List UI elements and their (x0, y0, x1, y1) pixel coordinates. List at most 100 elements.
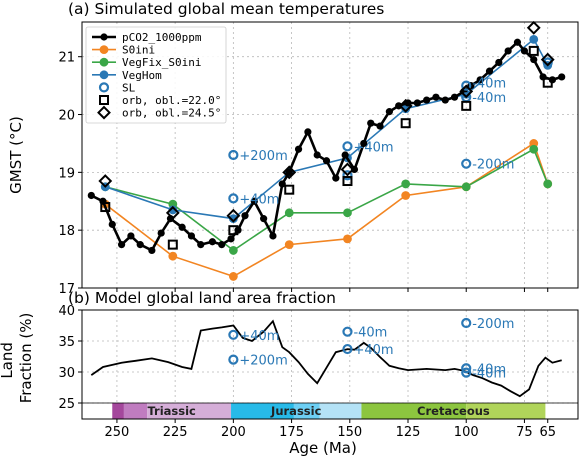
x-axis-label: Age (Ma) (289, 439, 357, 457)
data-point-6 (461, 182, 471, 192)
land-fraction-line (90, 319, 562, 398)
data-point-1 (167, 239, 178, 250)
annotation-label: -40m (472, 362, 506, 377)
sl-point-1 (228, 354, 239, 365)
sl-point-3 (342, 343, 353, 355)
period-bar (112, 403, 124, 419)
sl-point-0 (228, 329, 239, 340)
data-point-23 (304, 128, 312, 136)
legend-box (85, 26, 227, 124)
annotation-label: +40m (353, 140, 393, 155)
data-point-2 (226, 208, 241, 223)
data-point-1 (168, 205, 178, 215)
legend-label: S0ini (122, 44, 155, 57)
annotation-label: +40m (239, 192, 279, 207)
legend-label: pCO2_1000ppm (122, 31, 202, 44)
annotation-label: -40m (472, 77, 506, 92)
legend-item: VegFix_S0ini (92, 56, 201, 69)
annotation-label: -40m (472, 367, 506, 382)
series-pco2-1000ppm (87, 38, 566, 255)
x-tick-label: 200 (221, 425, 246, 440)
legend-item: orb, obl.=24.5° (97, 105, 221, 120)
legend-item: VegHom (92, 69, 162, 82)
series-sl (228, 57, 553, 204)
panel-a-title: (a) Simulated global mean temperatures (68, 0, 384, 18)
data-point-19 (269, 232, 277, 240)
data-point-31 (376, 122, 384, 130)
period-bar (147, 403, 232, 419)
annotation-label: +40m (353, 343, 393, 358)
data-point-10 (187, 232, 196, 240)
data-point-33 (395, 102, 403, 110)
data-point-4 (461, 158, 472, 169)
data-point-4 (343, 234, 352, 244)
panel-a-ylabel: GMST (°C) (7, 116, 25, 194)
data-point-35 (413, 99, 421, 107)
x-tick-label: 125 (396, 425, 421, 440)
panel-b-ytick-label: 35 (58, 335, 75, 350)
panel-b-ylabel-line1: Land (0, 342, 16, 379)
series-orb-obl-22-0- (100, 45, 553, 250)
period-bar (123, 403, 148, 419)
series-line (90, 40, 563, 253)
legend-item: pCO2_1000ppm (92, 31, 202, 44)
data-point-0 (100, 202, 111, 213)
period-label: Cretaceous (417, 404, 490, 418)
panel-a-ytick-label: 21 (58, 51, 75, 66)
data-point-18 (260, 215, 268, 223)
data-point-0 (98, 174, 113, 188)
data-point-32 (385, 108, 393, 116)
data-point-42 (476, 76, 484, 84)
data-point-5 (400, 118, 411, 129)
data-point-27 (341, 151, 349, 159)
data-point-5 (461, 80, 472, 91)
panel-b-ytick-label: 40 (58, 304, 75, 319)
data-point-21 (285, 168, 293, 176)
data-point-22 (294, 145, 303, 153)
data-point-4 (127, 232, 135, 240)
panel-a: 17 18 19 20 21 +200m +40m +40m -200m -40m-40m pCO2… (58, 20, 579, 297)
data-point-45 (504, 47, 512, 55)
legend-item: SL (98, 81, 136, 94)
panel-a-ytick-label: 18 (58, 224, 75, 239)
legend-marker-0 (99, 45, 109, 54)
data-point-26 (332, 174, 340, 182)
x-tick-label: 250 (105, 425, 130, 440)
data-point-29 (360, 139, 368, 148)
data-point-30 (367, 119, 375, 127)
data-point-8 (543, 179, 553, 189)
data-point-2 (228, 225, 239, 236)
data-point-3 (284, 240, 294, 250)
data-point-24 (313, 151, 321, 159)
data-point-2 (342, 141, 353, 152)
data-point-5 (398, 98, 413, 113)
data-point-2 (228, 246, 238, 255)
panel-b: 25 30 35 40 250 225 200 175 150 125 100 75 65 Triassi… (58, 304, 579, 440)
x-tick-label: 75 (516, 425, 533, 440)
panel-b-ylabel: Land Fraction (%) (0, 313, 35, 404)
data-point-5 (401, 191, 411, 200)
data-point-8 (542, 77, 553, 88)
annotation-label: +40m (239, 329, 279, 344)
panel-a-ytick-label: 17 (58, 282, 75, 297)
data-point-4 (342, 176, 353, 187)
sl-point-4 (461, 317, 472, 329)
annotation-label: -40m (353, 326, 387, 341)
legend-marker-0 (100, 33, 108, 41)
data-point-7 (526, 20, 541, 35)
sl-point-5 (461, 363, 472, 374)
period-bar (293, 403, 320, 419)
legend-label: SL (122, 81, 136, 94)
period-label: Jurassic (270, 404, 322, 418)
data-point-48 (530, 55, 538, 64)
data-point-25 (322, 157, 331, 165)
data-point-20 (278, 180, 286, 188)
data-point-2 (228, 272, 238, 281)
sl-point-6 (461, 367, 472, 378)
legend-marker-0 (97, 105, 111, 120)
data-point-4 (340, 162, 355, 177)
data-point-2 (228, 214, 238, 224)
annotation-label: +200m (239, 354, 287, 369)
annotation-label: -200m (472, 317, 514, 332)
